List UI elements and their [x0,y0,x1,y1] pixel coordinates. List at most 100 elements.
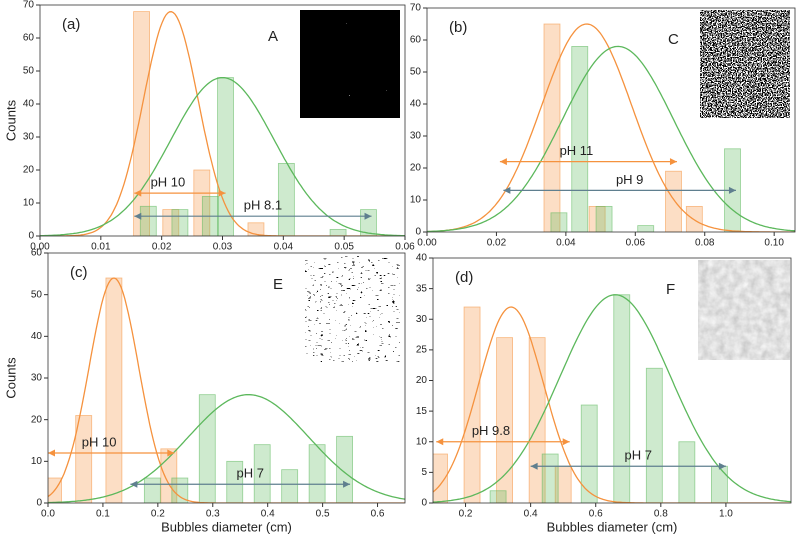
bar [308,444,326,503]
bar [171,209,189,236]
y-tick-label: 30 [416,314,428,325]
x-tick-label: 0.6 [371,509,385,520]
y-axis-label: Counts [3,99,18,141]
arrow-label: pH 11 [560,143,594,158]
bar [665,170,682,232]
fit-curve [433,306,791,503]
inset-image [300,10,400,118]
plot-area [40,11,405,236]
bar [336,435,353,503]
arrow-head [364,212,372,220]
arrow-label: pH 10 [151,175,186,190]
x-tick-label: 0.5 [316,509,330,520]
fit-curve [40,76,405,236]
y-tick-label: 30 [410,131,422,142]
x-tick-label: 0.3 [206,509,220,520]
y-tick-label: 15 [416,406,428,417]
bar [528,337,546,503]
bar [595,205,613,232]
bar [541,453,559,503]
y-tick-label: 40 [31,331,43,342]
x-tick-label: 0.05 [334,242,354,253]
arrow-label: pH 9.8 [472,423,510,438]
bar [217,77,234,236]
fit-curve [48,277,405,503]
arrow-head [669,158,677,166]
plot-frame [426,7,796,233]
y-tick-label: 0 [415,227,421,238]
y-tick-label: 20 [23,165,35,176]
arrow-head [218,189,226,197]
fit-curve [40,11,405,236]
y-tick-label: 0 [28,231,34,242]
bar [550,212,568,232]
bar [571,46,589,232]
arrow-head [167,449,175,457]
y-tick-label: 40 [416,253,428,264]
arrow-head [499,158,507,166]
y-tick-label: 0 [421,498,427,509]
x-tick-label: 1.0 [719,509,733,520]
bar [580,404,598,503]
arrow-label: pH 10 [82,434,117,449]
panel-label: (b) [449,19,467,36]
arrow-head [134,212,142,220]
x-tick-label: 0.0 [41,509,55,520]
y-tick-label: 70 [23,0,35,11]
arrow-head [718,462,726,470]
bar [489,490,507,503]
inset-image [305,256,400,362]
x-tick-label: 0.6 [589,509,603,520]
x-tick-label: 0.4 [261,509,275,520]
y-tick-label: 60 [31,248,43,259]
bar [678,441,696,503]
bar [463,306,481,503]
x-tick-label: 0.8 [654,509,668,520]
bar [496,337,514,503]
x-tick-label: 0.04 [274,242,294,253]
bar [613,294,631,503]
x-tick-label: 0.00 [417,238,437,249]
arrow-head [134,189,142,197]
bar [645,367,663,503]
arrow-label: pH 7 [236,466,263,481]
panel-label: (a) [62,16,80,33]
x-tick-label: 0.10 [764,238,784,249]
inset-image [700,10,790,118]
x-tick-label: 0.06 [395,242,415,253]
y-tick-label: 20 [31,414,43,425]
bar [143,477,161,503]
fit-curve [427,45,795,232]
y-tick-label: 40 [410,99,422,110]
panel-letter: C [668,31,679,48]
x-tick-label: 0.02 [487,238,507,249]
arrow-label: pH 7 [625,448,652,463]
y-tick-label: 10 [31,456,43,467]
bar [133,11,150,236]
fit-curve [433,294,791,503]
plot-area [427,23,795,232]
arrow-head [562,438,570,446]
y-tick-label: 50 [23,66,35,77]
x-tick-label: 0.4 [524,509,538,520]
bar [329,228,347,236]
y-tick-label: 40 [23,99,35,110]
y-tick-label: 60 [23,33,35,44]
panel-label: (c) [70,264,88,281]
arrow-head [130,480,138,488]
x-tick-label: 0.03 [213,242,233,253]
plot-area [48,277,405,503]
bar [543,23,561,232]
x-tick-label: 0.2 [459,509,473,520]
bar [711,465,728,503]
y-tick-label: 20 [416,375,428,386]
bar [433,453,448,503]
arrow-head [503,186,511,194]
panel-label: (d) [455,269,473,286]
bar [198,394,216,503]
y-tick-label: 50 [410,67,422,78]
panel-letter: A [268,28,278,45]
y-tick-label: 25 [416,345,428,356]
y-axis-label: Counts [3,357,18,399]
